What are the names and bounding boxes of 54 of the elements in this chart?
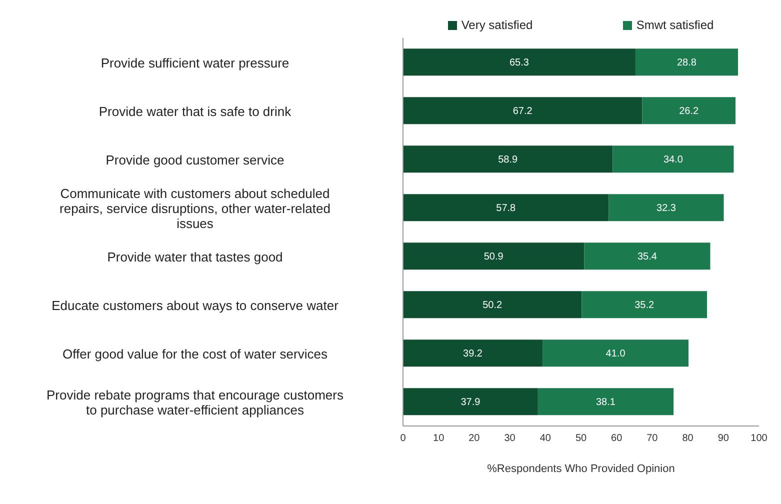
y-tick-label: Provide good customer service <box>106 152 284 167</box>
data-label: 57.8 <box>496 203 516 214</box>
bar <box>542 340 689 367</box>
data-label: 35.2 <box>634 300 655 312</box>
bar <box>584 242 710 270</box>
bar <box>635 48 738 76</box>
x-axis-title: %Respondents Who Provided Opinion <box>487 463 675 475</box>
bar <box>608 194 724 222</box>
bar <box>403 340 543 367</box>
bar <box>612 146 734 173</box>
x-tick-label: 100 <box>750 433 768 444</box>
x-tick-label: 50 <box>575 433 587 444</box>
data-label: 34.0 <box>663 154 684 166</box>
y-tick-label: Provide water that tastes good <box>107 248 283 264</box>
legend-label: Smwt satisfied <box>635 18 714 32</box>
x-tick-label: 0 <box>400 433 406 444</box>
x-tick-label: 10 <box>433 433 445 444</box>
bar <box>403 194 609 222</box>
bar <box>582 291 708 318</box>
y-tick-label: Provide water that is safe to drink <box>98 103 292 118</box>
data-label: 58.9 <box>498 154 518 166</box>
x-tick-label: 20 <box>468 433 480 444</box>
x-tick-label: 60 <box>611 433 623 444</box>
data-label: 28.8 <box>677 58 697 69</box>
bar <box>642 97 736 124</box>
bar <box>403 242 584 270</box>
x-tick-label: 40 <box>540 433 552 444</box>
y-tick-label: Provide rebate programs that encourage customers to purchase water-efficient appliances <box>46 386 344 417</box>
data-label: 50.2 <box>482 300 503 312</box>
x-tick-label: 90 <box>718 433 730 444</box>
bar <box>538 388 674 416</box>
bar <box>403 48 636 76</box>
legend-label: Very satisfied <box>460 18 533 32</box>
data-label: 41.0 <box>606 348 626 360</box>
y-tick-label: Communicate with customers about scheduled repairs, service disruptions, other water-related issues <box>60 185 330 230</box>
data-label: 65.3 <box>510 58 530 69</box>
bar <box>403 146 613 173</box>
data-label: 35.4 <box>637 252 658 263</box>
data-label: 50.9 <box>484 252 504 263</box>
bar <box>403 388 538 416</box>
y-tick-label: Educate customers about ways to conserve water <box>52 297 340 312</box>
data-label: 38.1 <box>596 397 616 408</box>
x-tick-label: 80 <box>682 433 694 444</box>
data-label: 37.9 <box>460 397 481 408</box>
data-label: 67.2 <box>512 106 533 118</box>
data-label: 26.2 <box>679 106 700 118</box>
x-tick-label: 70 <box>646 433 658 444</box>
bar <box>403 97 642 124</box>
x-tick-label: 30 <box>504 433 516 444</box>
bar <box>403 291 582 318</box>
y-tick-label: Offer good value for the cost of water services <box>62 346 328 361</box>
data-label: 32.3 <box>656 203 676 214</box>
y-tick-label: Provide sufficient water pressure <box>100 54 290 70</box>
data-label: 39.2 <box>463 348 483 360</box>
